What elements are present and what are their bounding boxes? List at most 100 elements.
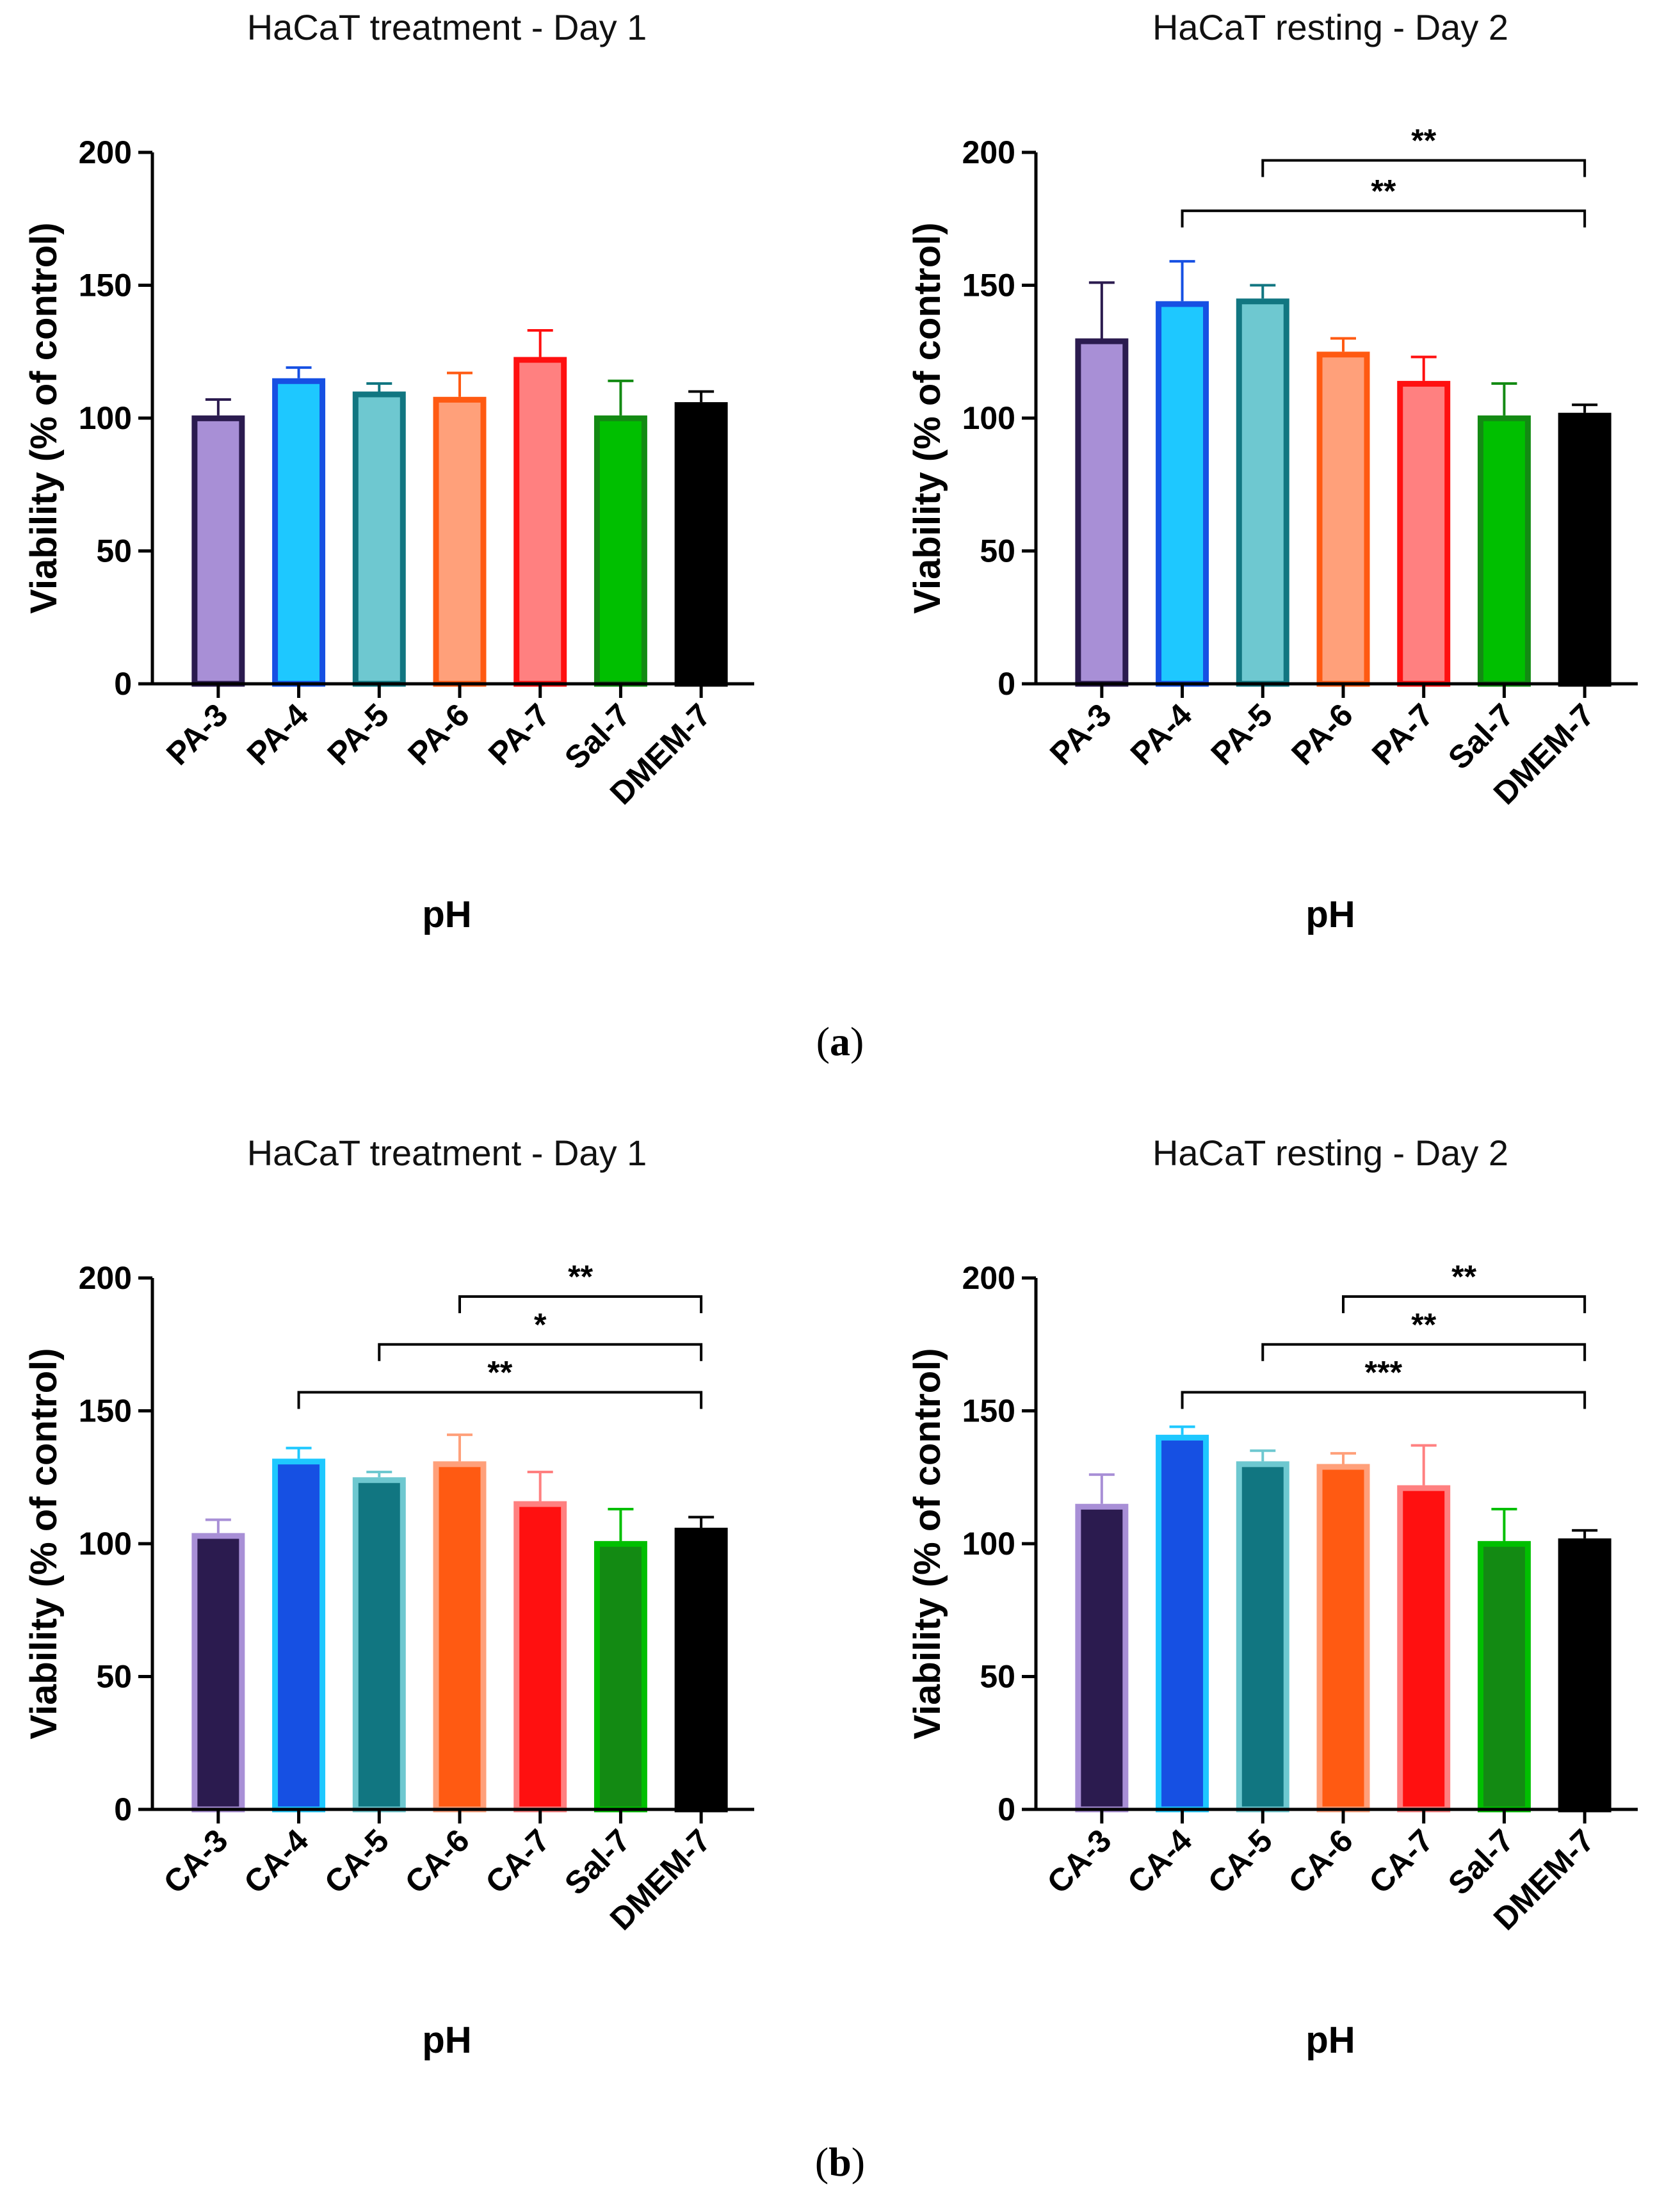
category-label: PA-3: [1043, 697, 1119, 772]
y-tick-label: 50: [980, 1659, 1015, 1695]
panel-label-b-letter: b: [828, 2139, 852, 2185]
category-label: PA-6: [1284, 697, 1360, 772]
significance-label: **: [1411, 122, 1436, 158]
significance-bracket: [378, 1343, 703, 1361]
panel-label-a-letter: a: [830, 1019, 850, 1064]
chart-1: HaCaT treatment - Day 1 Viability (% of c…: [23, 7, 754, 935]
chart-2: HaCaT resting - Day 2 Viability (% of con…: [907, 7, 1638, 935]
significance-bracket: [1181, 1391, 1587, 1409]
y-tick-label: 150: [79, 268, 132, 303]
svg-text:(a): (a): [816, 1019, 864, 1064]
significance-label: *: [534, 1307, 547, 1343]
category-label: CA-3: [1040, 1822, 1119, 1900]
bar-sal-7: [1477, 415, 1531, 687]
y-axis-label: Viability (% of control): [23, 222, 65, 613]
svg-text:(b): (b): [815, 2139, 865, 2185]
chart-title: HaCaT treatment - Day 1: [247, 7, 647, 47]
bar-pa-4: [272, 378, 326, 687]
bar-pa-5: [1236, 298, 1289, 687]
bar-ca-4: [1156, 1434, 1209, 1813]
x-axis-label: pH: [1305, 894, 1355, 935]
bar-sal-7: [594, 1540, 647, 1813]
chart-title: HaCaT treatment - Day 1: [247, 1133, 647, 1173]
bar-pa-6: [1316, 352, 1370, 687]
panel-label-a-open: (: [816, 1019, 830, 1064]
category-label: CA-5: [318, 1822, 396, 1900]
significance-label: ***: [1365, 1354, 1403, 1390]
y-tick-label: 200: [79, 1260, 132, 1296]
y-tick-label: 0: [114, 666, 132, 702]
bar-ca-5: [352, 1477, 406, 1813]
category-label: CA-7: [1362, 1822, 1440, 1900]
bar-dmem-7: [1558, 1538, 1611, 1813]
y-tick-label: 200: [962, 1260, 1015, 1296]
category-label: CA-5: [1201, 1822, 1279, 1900]
bar-sal-7: [594, 415, 647, 687]
y-tick-label: 100: [962, 1526, 1015, 1562]
y-tick-label: 100: [79, 400, 132, 436]
bar-ca-6: [433, 1461, 487, 1813]
category-label: PA-7: [481, 697, 557, 772]
y-tick-label: 50: [96, 533, 132, 569]
chart-title: HaCaT resting - Day 2: [1152, 1133, 1508, 1173]
bar-pa-7: [1397, 380, 1451, 687]
significance-bracket: [1261, 159, 1587, 177]
bar-ca-4: [272, 1459, 326, 1813]
y-tick-label: 0: [114, 1791, 132, 1827]
significance-bracket: [1181, 209, 1587, 228]
y-tick-label: 0: [998, 666, 1015, 702]
x-axis-label: pH: [422, 894, 471, 935]
panel-label-a-close: ): [850, 1019, 864, 1064]
bar-pa-6: [433, 396, 487, 687]
bar-ca-5: [1236, 1461, 1289, 1813]
significance-label: **: [1371, 173, 1396, 209]
y-tick-label: 200: [79, 134, 132, 170]
significance-label: **: [1451, 1259, 1476, 1295]
panel-label-b: (b): [815, 2139, 865, 2185]
category-label: CA-4: [237, 1822, 315, 1900]
significance-label: **: [568, 1259, 593, 1295]
chart-3: HaCaT treatment - Day 1 Viability (% of c…: [23, 1133, 754, 2061]
category-label: PA-7: [1365, 697, 1441, 772]
bar-pa-7: [513, 357, 567, 687]
category-label: CA-4: [1120, 1822, 1199, 1900]
bar-ca-7: [513, 1501, 567, 1813]
panel-label-b-open: (: [815, 2139, 828, 2185]
y-tick-label: 100: [962, 400, 1015, 436]
bar-dmem-7: [674, 402, 728, 687]
y-axis-label: Viability (% of control): [907, 222, 948, 613]
bar-pa-3: [1075, 338, 1129, 687]
y-tick-label: 50: [980, 533, 1015, 569]
bar-ca-3: [1075, 1503, 1129, 1813]
bar-dmem-7: [1558, 412, 1611, 687]
category-label: CA-6: [1282, 1822, 1360, 1900]
significance-bracket: [297, 1391, 703, 1409]
y-tick-label: 50: [96, 1659, 132, 1695]
bar-pa-4: [1156, 301, 1209, 687]
category-label: CA-7: [478, 1822, 556, 1900]
category-label: PA-5: [1204, 697, 1280, 772]
significance-bracket: [1261, 1343, 1587, 1361]
y-tick-label: 150: [962, 1393, 1015, 1429]
bar-sal-7: [1477, 1540, 1531, 1813]
x-axis-label: pH: [1305, 2019, 1355, 2061]
panel-label-b-close: ): [852, 2139, 865, 2185]
category-label: CA-6: [398, 1822, 476, 1900]
category-label: PA-5: [321, 697, 396, 772]
y-tick-label: 200: [962, 134, 1015, 170]
significance-label: **: [1411, 1307, 1436, 1343]
y-tick-label: 150: [79, 1393, 132, 1429]
bar-dmem-7: [674, 1528, 728, 1813]
bar-ca-6: [1316, 1464, 1370, 1813]
y-tick-label: 150: [962, 268, 1015, 303]
bar-pa-5: [352, 391, 406, 687]
category-label: CA-3: [157, 1822, 235, 1900]
panel-label-a: (a): [816, 1019, 864, 1064]
category-label: PA-4: [240, 697, 316, 772]
y-axis-label: Viability (% of control): [907, 1348, 948, 1739]
chart-title: HaCaT resting - Day 2: [1152, 7, 1508, 47]
category-label: PA-6: [401, 697, 476, 772]
y-tick-label: 100: [79, 1526, 132, 1562]
y-axis-label: Viability (% of control): [23, 1348, 65, 1739]
